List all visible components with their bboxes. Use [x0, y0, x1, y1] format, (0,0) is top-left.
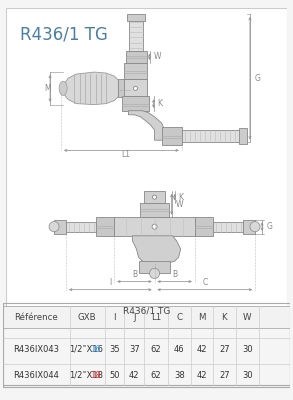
- Text: 27: 27: [219, 344, 230, 354]
- Circle shape: [149, 268, 160, 278]
- Text: 42: 42: [129, 370, 139, 380]
- Text: W: W: [176, 200, 183, 209]
- Bar: [114, 218, 195, 236]
- Circle shape: [153, 195, 156, 199]
- Text: 42: 42: [197, 344, 207, 354]
- Text: B: B: [132, 270, 137, 278]
- Text: B: B: [172, 270, 177, 278]
- Text: 50: 50: [109, 370, 120, 380]
- Text: J: J: [133, 312, 135, 322]
- Bar: [3, 313, 290, 387]
- Text: L1: L1: [151, 312, 161, 322]
- Text: K: K: [222, 312, 227, 322]
- Text: M: M: [44, 84, 51, 93]
- Text: R436IX043: R436IX043: [13, 344, 59, 354]
- Bar: [66, 222, 96, 232]
- Text: 16: 16: [90, 344, 100, 354]
- Text: K: K: [179, 193, 184, 202]
- Bar: [243, 220, 255, 234]
- Text: Référence: Référence: [14, 312, 58, 322]
- Text: 46: 46: [174, 344, 185, 354]
- Text: L1: L1: [121, 150, 130, 159]
- Text: 30: 30: [242, 370, 253, 380]
- Text: 18: 18: [90, 370, 100, 380]
- Circle shape: [49, 222, 59, 232]
- Bar: [195, 218, 213, 236]
- Bar: [3, 306, 290, 328]
- Text: 62: 62: [151, 370, 161, 380]
- Circle shape: [152, 224, 157, 229]
- Bar: [130, 20, 144, 51]
- Text: R436/1 TG: R436/1 TG: [20, 25, 108, 43]
- Bar: [182, 130, 240, 142]
- Polygon shape: [132, 236, 181, 263]
- Text: C: C: [176, 312, 182, 322]
- Bar: [161, 127, 182, 145]
- Text: 62: 62: [151, 344, 161, 354]
- Bar: [125, 63, 146, 79]
- Text: 42: 42: [197, 370, 207, 380]
- Text: 1/2˜X16: 1/2˜X16: [69, 344, 103, 354]
- Bar: [122, 96, 149, 111]
- Polygon shape: [61, 72, 118, 105]
- Bar: [127, 14, 146, 21]
- Text: G: G: [267, 222, 273, 231]
- Bar: [3, 306, 290, 328]
- Bar: [54, 220, 66, 234]
- Circle shape: [133, 86, 137, 90]
- Text: 37: 37: [129, 344, 140, 354]
- Bar: [144, 191, 165, 203]
- Text: GXB: GXB: [78, 312, 96, 322]
- Polygon shape: [128, 111, 165, 140]
- Bar: [140, 203, 168, 218]
- Text: M: M: [198, 312, 206, 322]
- Bar: [239, 128, 247, 144]
- Text: 1/2˜X18: 1/2˜X18: [69, 370, 103, 380]
- Bar: [118, 79, 130, 98]
- Bar: [126, 51, 146, 63]
- Bar: [139, 261, 170, 274]
- Ellipse shape: [59, 81, 67, 96]
- Text: G: G: [255, 74, 261, 83]
- Text: W: W: [243, 312, 252, 322]
- Text: 30: 30: [242, 344, 253, 354]
- Text: 38: 38: [174, 370, 185, 380]
- Bar: [213, 222, 243, 232]
- Text: 35: 35: [109, 344, 120, 354]
- Bar: [96, 218, 114, 236]
- Text: R436IX044: R436IX044: [13, 370, 59, 380]
- Text: K: K: [158, 99, 163, 108]
- Text: I: I: [113, 312, 116, 322]
- Circle shape: [250, 222, 260, 232]
- Text: I: I: [109, 278, 111, 287]
- Text: W: W: [154, 52, 161, 61]
- Bar: [3, 303, 290, 385]
- Text: C: C: [202, 278, 207, 287]
- Text: 27: 27: [219, 370, 230, 380]
- Text: R436/1 TG: R436/1 TG: [123, 306, 170, 315]
- Bar: [125, 79, 146, 96]
